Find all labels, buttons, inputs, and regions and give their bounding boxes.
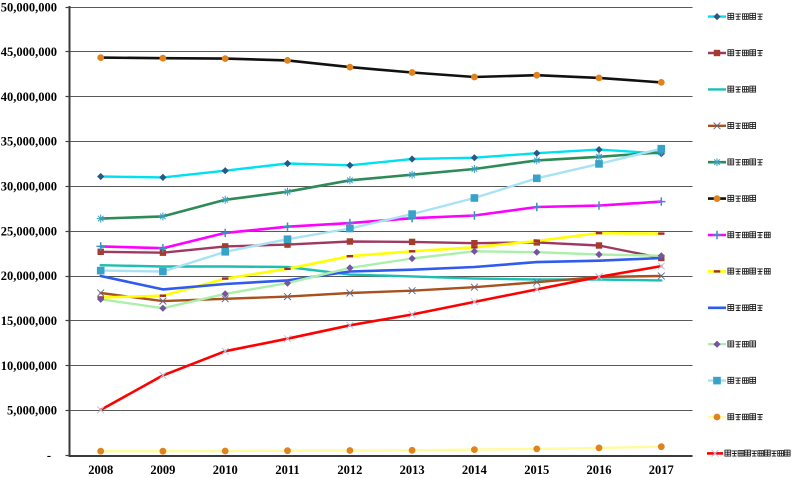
svg-text:-: - [47, 448, 51, 462]
svg-text:2013: 2013 [400, 463, 425, 477]
svg-text:2012: 2012 [337, 463, 362, 477]
svg-text:2016: 2016 [587, 463, 612, 477]
svg-text:2015: 2015 [524, 463, 549, 477]
svg-text:2017: 2017 [649, 463, 674, 477]
svg-text:50,000,000: 50,000,000 [1, 0, 57, 14]
svg-text:10,000,000: 10,000,000 [1, 359, 57, 373]
svg-text:40,000,000: 40,000,000 [1, 90, 57, 104]
svg-text:2010: 2010 [213, 463, 238, 477]
svg-text:30,000,000: 30,000,000 [1, 180, 57, 194]
svg-text:2014: 2014 [462, 463, 488, 477]
svg-text:2011: 2011 [275, 463, 299, 477]
svg-text:15,000,000: 15,000,000 [1, 314, 57, 328]
svg-text:20,000,000: 20,000,000 [1, 269, 57, 283]
svg-text:2008: 2008 [88, 463, 113, 477]
svg-text:5,000,000: 5,000,000 [7, 404, 57, 418]
svg-text:2009: 2009 [150, 463, 175, 477]
svg-text:35,000,000: 35,000,000 [1, 135, 57, 149]
svg-text:25,000,000: 25,000,000 [1, 224, 57, 238]
svg-text:45,000,000: 45,000,000 [1, 45, 57, 59]
